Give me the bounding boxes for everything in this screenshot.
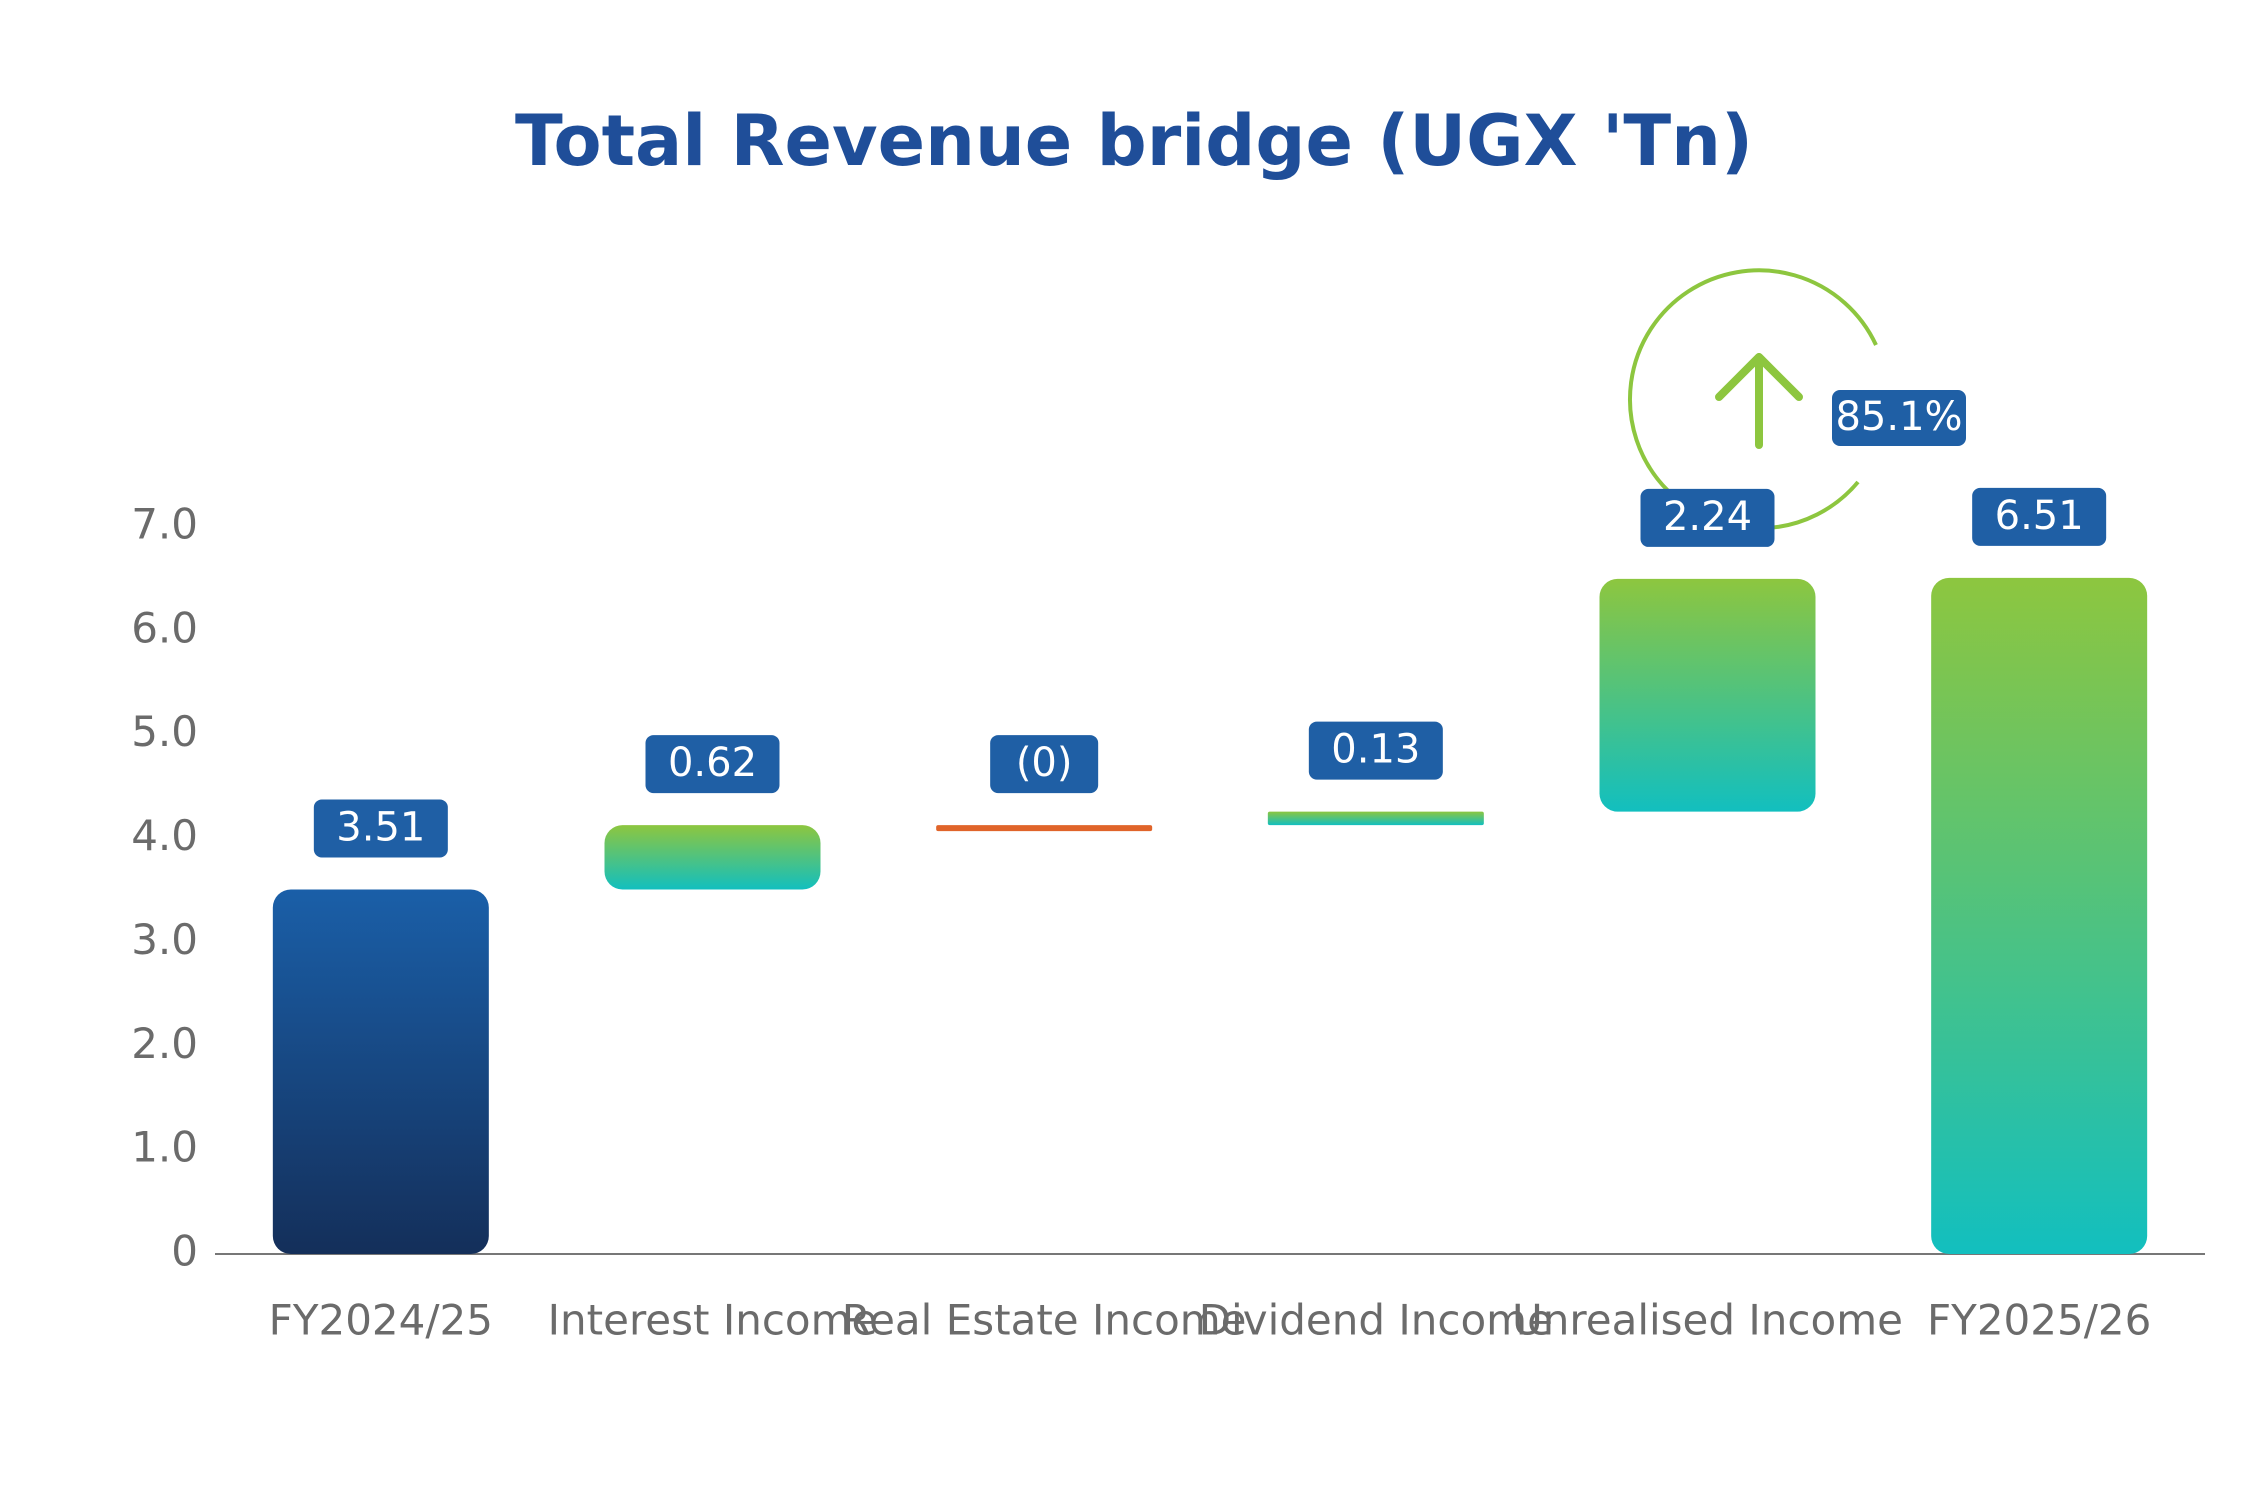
bar (604, 825, 821, 890)
value-label: 0.62 (668, 740, 757, 786)
annotation-arrow (1715, 353, 1803, 449)
value-label: (0) (1016, 740, 1073, 786)
value-label: 2.24 (1663, 494, 1752, 540)
bar (272, 889, 489, 1254)
value-label: 0.13 (1331, 727, 1420, 773)
x-tick-label: FY2024/25 (269, 1296, 493, 1345)
x-tick-label: Real Estate Income (842, 1296, 1247, 1345)
value-label-box (1972, 487, 2107, 546)
bar (1267, 811, 1484, 826)
bar (1931, 577, 2148, 1254)
x-tick-label: FY2025/26 (1927, 1296, 2151, 1345)
value-label-box (990, 735, 1099, 794)
y-tick-label: 6.0 (131, 603, 198, 652)
bar (1599, 578, 1816, 812)
bar (936, 825, 1153, 832)
value-label: 6.51 (1995, 493, 2084, 539)
value-label: 3.51 (336, 804, 425, 850)
chart-title: Total Revenue bridge (UGX 'Tn) (515, 100, 1753, 182)
x-tick-label: Interest Income (548, 1296, 878, 1345)
y-tick-label: 0 (171, 1227, 198, 1276)
annotation-box (1832, 390, 1966, 446)
x-tick-label: Dividend Income (1199, 1296, 1553, 1345)
x-tick-label: Unrealised Income (1512, 1296, 1903, 1345)
value-label-box (645, 735, 780, 794)
y-tick-label: 3.0 (131, 915, 198, 964)
y-tick-label: 1.0 (131, 1123, 198, 1172)
annotation-label: 85.1% (1835, 394, 1962, 440)
y-tick-label: 7.0 (131, 500, 198, 549)
value-label-box (313, 799, 448, 858)
value-label-box (1640, 488, 1775, 547)
y-tick-label: 2.0 (131, 1019, 198, 1068)
y-tick-label: 5.0 (131, 707, 198, 756)
value-label-box (1308, 721, 1443, 780)
y-tick-label: 4.0 (131, 811, 198, 860)
